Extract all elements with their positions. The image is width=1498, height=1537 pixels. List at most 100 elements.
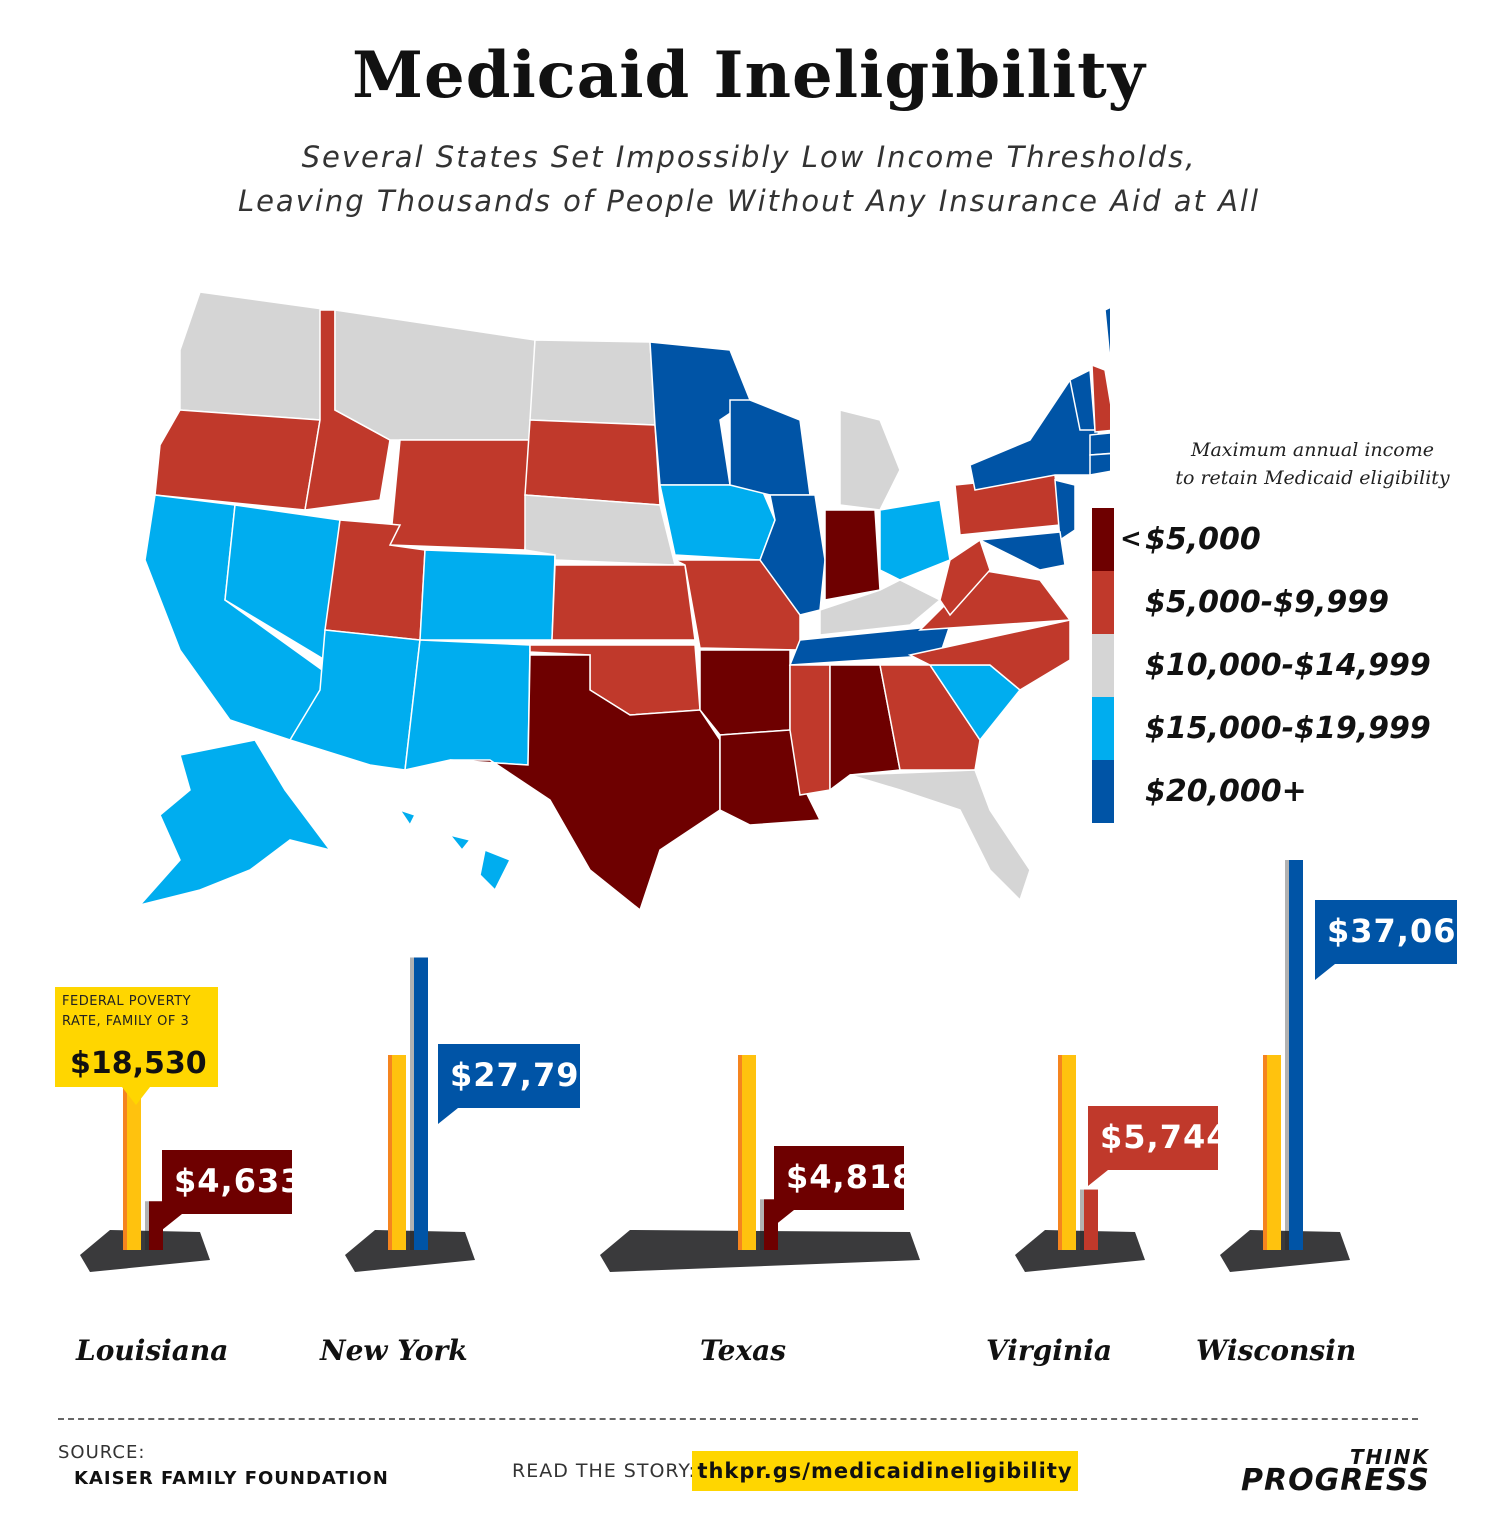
state-nebraska [524, 494, 676, 566]
state-massachusetts [1089, 432, 1110, 456]
bar-eligibility [1084, 1189, 1098, 1250]
state-alaska [137, 739, 332, 907]
bar-poverty-line [1267, 1055, 1281, 1250]
state-colorado [419, 549, 556, 641]
value-callout-label: $27,795 [450, 1056, 603, 1094]
think-progress-logo: THINK PROGRESS [1230, 1445, 1430, 1498]
legend-swatch [1092, 634, 1114, 697]
bar-eligibility-side [1080, 1189, 1084, 1250]
legend-swatch [1092, 760, 1114, 823]
value-callout-label: $37,060 [1327, 912, 1480, 950]
legend-title-line-2: to retain Medicaid eligibility [1175, 467, 1450, 489]
value-callout-label: $4,818 [786, 1158, 916, 1196]
state-connecticut [1089, 452, 1110, 476]
state-montana [334, 309, 536, 441]
bar-eligibility-side [760, 1199, 764, 1250]
state-wyoming [389, 439, 531, 551]
state-indiana [824, 509, 881, 601]
footer-divider [58, 1418, 1418, 1420]
bar-poverty-side [738, 1055, 742, 1250]
state-alabama [829, 664, 901, 792]
poverty-rate-value: $18,530 [70, 1046, 207, 1081]
logo-line-1: THINK [1349, 1445, 1430, 1469]
state-minnesota [649, 341, 751, 486]
subtitle-line-1: Several States Set Impossibly Low Income… [301, 140, 1197, 174]
bar-poverty-side [388, 1055, 392, 1250]
logo-line-2: PROGRESS [1241, 1463, 1430, 1498]
source-value: KAISER FAMILY FOUNDATION [74, 1468, 389, 1489]
state-maine [1104, 306, 1110, 368]
state-illinois [759, 494, 826, 616]
state-silhouette [80, 1230, 210, 1272]
bar-poverty-line [742, 1055, 756, 1250]
state-name-label: Wisconsin [1196, 1334, 1357, 1367]
value-callout-box [162, 1150, 292, 1230]
state-silhouette [1220, 1230, 1350, 1272]
legend-less-than: < [1120, 524, 1142, 554]
bar-eligibility [414, 957, 428, 1250]
value-callout-label: $4,633 [174, 1162, 304, 1200]
state-name-label: Texas [700, 1334, 787, 1367]
state-mississippi [789, 664, 831, 796]
state-iowa [659, 484, 776, 561]
state-texas [449, 654, 721, 912]
state-oregon [154, 409, 321, 511]
legend-swatch [1092, 508, 1114, 571]
state-silhouette [345, 1230, 475, 1272]
state-name-label: Louisiana [76, 1334, 229, 1367]
legend-label: $20,000+ [1145, 774, 1307, 809]
bar-poverty-line [392, 1055, 406, 1250]
value-callout-box [774, 1146, 904, 1226]
state-north-dakota [529, 339, 656, 426]
bar-eligibility [1289, 860, 1303, 1250]
subtitle-line-2: Leaving Thousands of People Without Any … [237, 184, 1261, 218]
legend-label: $5,000 [1145, 522, 1261, 557]
bar-poverty-side [1058, 1055, 1062, 1250]
state-name-label: New York [320, 1334, 468, 1367]
state-new-jersey [1054, 479, 1076, 542]
poverty-rate-label-line-2: RATE, FAMILY OF 3 [62, 1014, 190, 1029]
state-new-hampshire [1091, 363, 1110, 433]
legend-label: $10,000-$14,999 [1145, 648, 1431, 683]
bar-eligibility-side [145, 1201, 149, 1250]
state-hawaii [398, 808, 512, 892]
state-washington [179, 291, 331, 421]
story-link[interactable]: thkpr.gs/medicaidineligibility [692, 1451, 1078, 1491]
state-silhouette [1015, 1230, 1145, 1272]
poverty-rate-label: FEDERAL POVERTY RATE, FAMILY OF 3 [62, 992, 222, 1032]
bar-poverty-side [1263, 1055, 1267, 1250]
legend-label: $5,000-$9,999 [1145, 585, 1389, 620]
state-michigan [839, 409, 901, 511]
bar-eligibility [149, 1201, 163, 1250]
state-florida [849, 769, 1031, 902]
poverty-rate-label-line-1: FEDERAL POVERTY [62, 994, 192, 1009]
legend-swatch [1092, 697, 1114, 760]
poverty-callout-box [55, 987, 218, 1105]
legend-title-line-1: Maximum annual income [1190, 439, 1435, 461]
state-ohio [879, 499, 951, 581]
read-story-label: READ THE STORY: [512, 1460, 696, 1482]
state-silhouette [600, 1230, 920, 1272]
bar-poverty-line [1062, 1055, 1076, 1250]
us-map [137, 291, 1110, 912]
state-new-mexico [404, 639, 531, 771]
legend-label: $15,000-$19,999 [1145, 711, 1431, 746]
state-west-virginia [939, 538, 991, 617]
state-name-label: Virginia [986, 1334, 1112, 1367]
legend-swatch [1092, 571, 1114, 634]
state-georgia [879, 664, 981, 771]
value-callout-box [1088, 1106, 1218, 1186]
source-label: SOURCE: [58, 1442, 146, 1463]
bar-poverty-side [123, 1055, 127, 1250]
bar-poverty-line [127, 1055, 141, 1250]
bar-eligibility-side [410, 957, 414, 1250]
page-title: Medicaid Ineligibility [352, 38, 1146, 113]
state-south-dakota [524, 419, 661, 506]
value-callout-box [1315, 900, 1457, 980]
value-callout-box [438, 1044, 580, 1124]
bar-chart [55, 860, 1457, 1272]
bar-eligibility-side [1285, 860, 1289, 1250]
state-maryland [977, 531, 1066, 571]
state-wisconsin [729, 399, 811, 496]
state-arkansas [699, 649, 791, 736]
